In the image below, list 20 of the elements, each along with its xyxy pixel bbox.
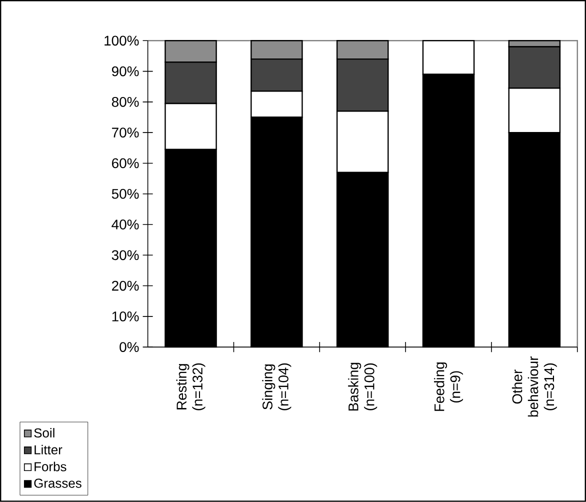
y-tick-label: 80% xyxy=(112,97,139,107)
y-tick-label: 60% xyxy=(112,158,139,168)
x-tick-label: Basking (n=100) xyxy=(348,362,378,411)
y-tick-label: 40% xyxy=(112,220,139,230)
y-tick-label: 100% xyxy=(104,36,139,46)
y-tick-label: 90% xyxy=(112,66,139,76)
y-tick-label: 30% xyxy=(112,250,139,260)
y-tick-label: 0% xyxy=(120,342,139,352)
x-tick-label: Other behaviour (n=314) xyxy=(512,356,557,417)
x-tick-label: Feeding (n=9) xyxy=(434,362,463,411)
y-tick-label: 50% xyxy=(112,188,139,199)
y-tick-label: 20% xyxy=(112,280,139,291)
x-tick-label: Resting (n=132) xyxy=(176,363,206,410)
legend-label: Forbs xyxy=(34,462,66,472)
legend-label: Litter xyxy=(34,444,62,454)
legend-label: Grasses xyxy=(34,478,82,488)
y-tick-label: 10% xyxy=(112,312,139,322)
y-tick-label: 70% xyxy=(112,128,139,138)
legend-label: Soil xyxy=(34,428,54,438)
x-tick-label: Singing (n=104) xyxy=(262,363,292,410)
